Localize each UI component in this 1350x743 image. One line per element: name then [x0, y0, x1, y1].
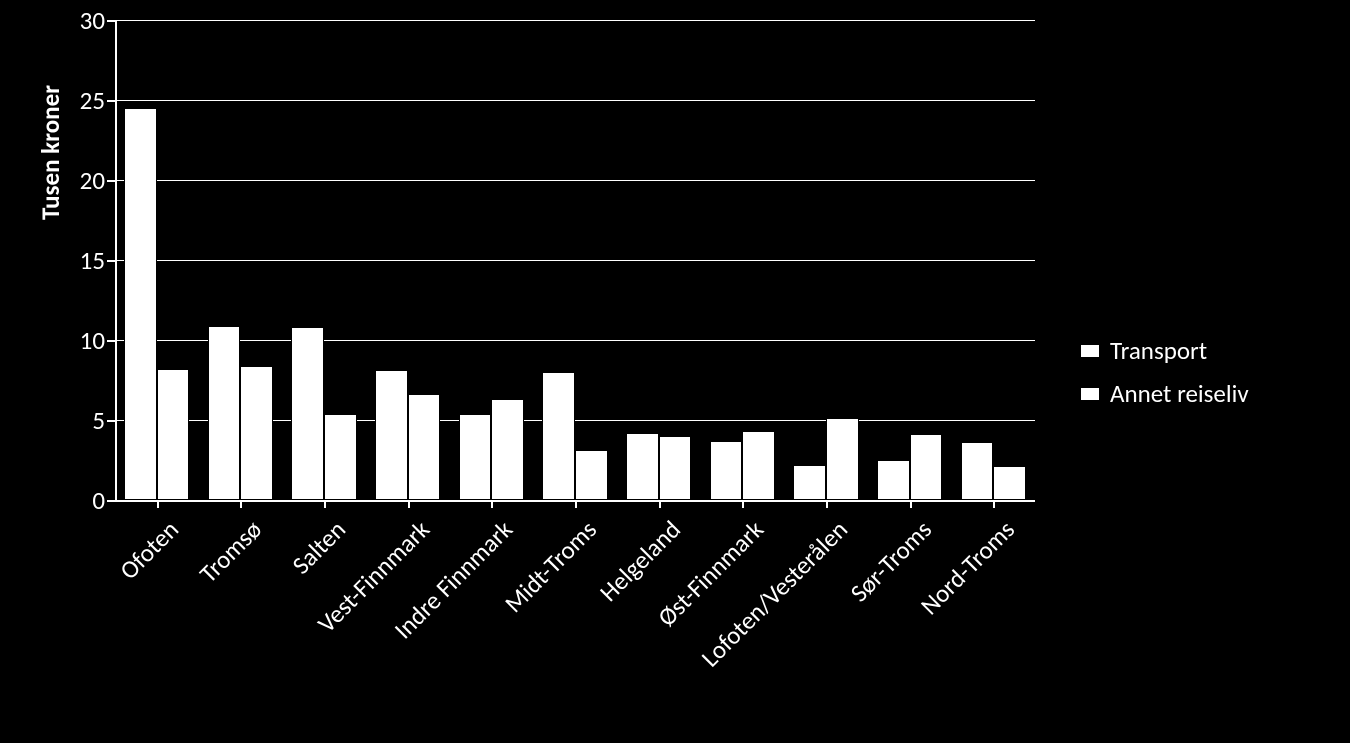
bar [626, 433, 659, 500]
legend-item: Transport [1080, 335, 1249, 366]
y-tick-label: 5 [60, 405, 105, 436]
x-tick-mark [491, 500, 493, 508]
x-tick-mark [157, 500, 159, 508]
x-tick-mark [659, 500, 661, 508]
y-tick-label: 30 [60, 5, 105, 36]
bar [124, 108, 157, 500]
bar [459, 414, 492, 500]
y-axis-title: Tusen kroner [35, 85, 66, 220]
y-tick-label: 15 [60, 245, 105, 276]
bar [793, 465, 826, 500]
bar [408, 394, 441, 500]
bar [208, 326, 241, 500]
bar [375, 370, 408, 500]
bar [291, 327, 324, 500]
y-tick-label: 25 [60, 85, 105, 116]
y-tick-label: 10 [60, 325, 105, 356]
bar [710, 441, 743, 500]
bar [910, 434, 943, 500]
y-tick-mark [107, 100, 115, 102]
y-tick-mark [107, 260, 115, 262]
bar [324, 414, 357, 500]
bar [993, 466, 1026, 500]
y-tick-mark [107, 500, 115, 502]
x-tick-mark [575, 500, 577, 508]
x-tick-mark [240, 500, 242, 508]
y-tick-mark [107, 340, 115, 342]
bar [157, 369, 190, 500]
bar [491, 399, 524, 500]
y-axis-line [115, 20, 117, 500]
legend-swatch [1080, 344, 1100, 358]
bar [240, 366, 273, 500]
bar [826, 418, 859, 500]
x-tick-mark [910, 500, 912, 508]
gridline [115, 20, 1035, 21]
y-tick-mark [107, 180, 115, 182]
y-tick-label: 0 [60, 485, 105, 516]
x-tick-mark [408, 500, 410, 508]
legend-swatch [1080, 387, 1100, 401]
bar [659, 436, 692, 500]
gridline [115, 100, 1035, 101]
x-tick-mark [742, 500, 744, 508]
x-tick-mark [826, 500, 828, 508]
gridline [115, 180, 1035, 181]
y-tick-mark [107, 20, 115, 22]
bar [575, 450, 608, 500]
bar-chart: 051015202530Tusen kronerOfotenTromsøSalt… [0, 0, 1350, 743]
bar [742, 431, 775, 500]
legend-item: Annet reiseliv [1080, 378, 1249, 409]
bar [877, 460, 910, 500]
legend: Transport Annet reiseliv [1080, 335, 1249, 421]
x-tick-mark [993, 500, 995, 508]
gridline [115, 260, 1035, 261]
x-tick-mark [324, 500, 326, 508]
legend-label: Transport [1110, 335, 1207, 366]
y-tick-mark [107, 420, 115, 422]
plot-area [115, 20, 1035, 500]
bar [542, 372, 575, 500]
bar [961, 442, 994, 500]
legend-label: Annet reiseliv [1110, 378, 1249, 409]
y-tick-label: 20 [60, 165, 105, 196]
gridline [115, 340, 1035, 341]
